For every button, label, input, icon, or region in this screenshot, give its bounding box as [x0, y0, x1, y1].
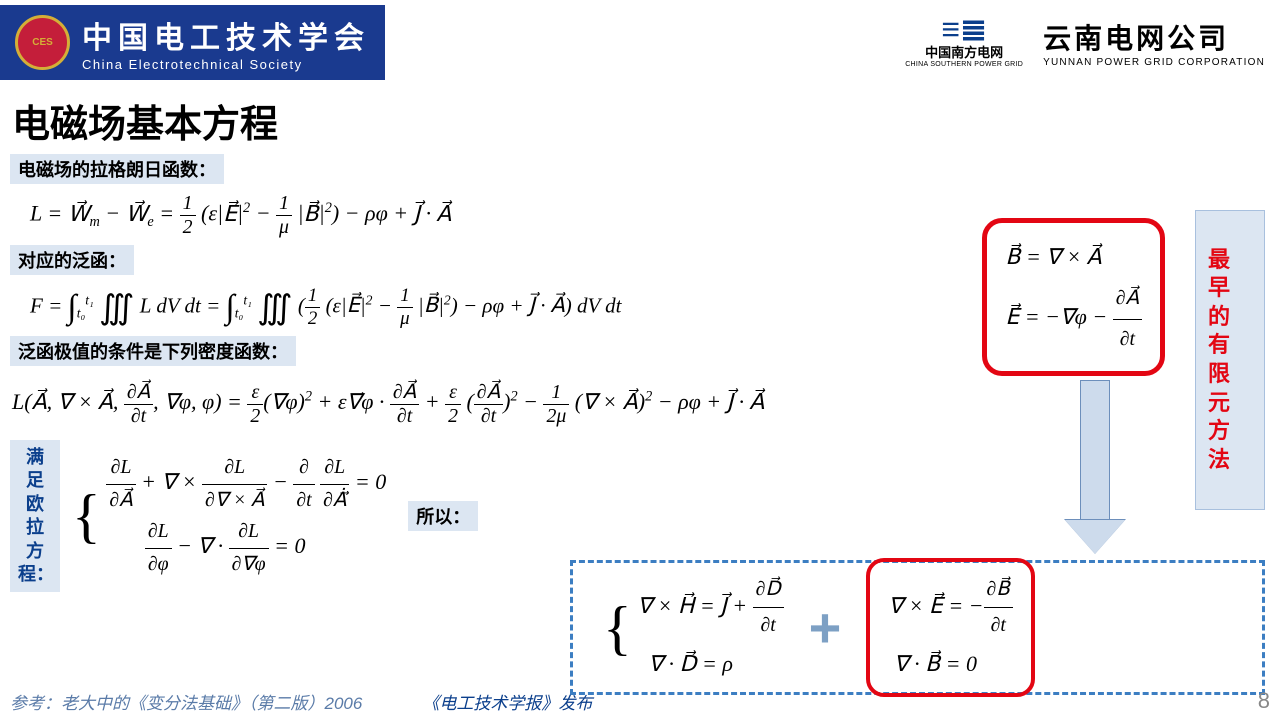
eq-B-potential: B⃗ = ∇ × A⃗	[1005, 235, 1142, 279]
ces-cn: 中国电工技术学会	[82, 13, 370, 57]
eq-E-potential: E⃗ = −∇φ − ∂A⃗∂t	[1005, 279, 1142, 359]
label-euler: 满足欧拉方程：	[10, 440, 60, 592]
label-functional: 对应的泛函：	[10, 245, 134, 275]
page-number: 8	[1258, 688, 1270, 714]
plus-icon: +	[809, 595, 842, 660]
maxwell-homogeneous-box: ∇ × E⃗ = −∂B⃗∂t ∇ · B⃗ = 0	[866, 558, 1035, 698]
label-extremum: 泛函极值的条件是下列密度函数：	[10, 336, 296, 366]
yunnan-logo-block: 云南电网公司 YUNNAN POWER GRID CORPORATION	[1043, 17, 1265, 68]
potentials-box: B⃗ = ∇ × A⃗ E⃗ = −∇φ − ∂A⃗∂t	[982, 218, 1165, 376]
csg-cn: 中国南方电网	[905, 42, 1023, 61]
slide-title: 电磁场基本方程	[12, 93, 1280, 148]
footer-reference: 参考：老大中的《变分法基础》（第二版）2006	[10, 689, 362, 714]
footer-publisher: 《电工技术学报》发布	[422, 689, 592, 714]
slide-header: CES 中国电工技术学会 China Electrotechnical Soci…	[0, 0, 1280, 85]
arrow-down-icon	[1065, 380, 1125, 554]
ces-text: 中国电工技术学会 China Electrotechnical Society	[82, 13, 370, 72]
ces-banner: CES 中国电工技术学会 China Electrotechnical Soci…	[0, 5, 385, 80]
csg-logo-icon: ≡≣	[905, 17, 1023, 43]
csg-logo-block: ≡≣ 中国南方电网 CHINA SOUTHERN POWER GRID	[905, 17, 1023, 69]
yn-cn: 云南电网公司	[1043, 17, 1265, 57]
maxwell-source-eqs: { ∇ × H⃗ = J⃗ + ∂D⃗∂t ∇ · D⃗ = ρ	[603, 572, 784, 684]
slide-footer: 参考：老大中的《变分法基础》（第二版）2006 《电工技术学报》发布 8	[10, 688, 1270, 714]
eq-div-B: ∇ · B⃗ = 0	[888, 644, 1013, 684]
csg-en: CHINA SOUTHERN POWER GRID	[905, 61, 1023, 68]
eq-curl-E: ∇ × E⃗ = −∂B⃗∂t	[888, 572, 1013, 644]
maxwell-box: { ∇ × H⃗ = J⃗ + ∂D⃗∂t ∇ · D⃗ = ρ + ∇ × E…	[570, 560, 1265, 695]
label-therefore: 所以：	[408, 501, 478, 531]
side-note-text: 最早的有限元方法	[1208, 246, 1252, 475]
ces-en: China Electrotechnical Society	[82, 57, 370, 72]
ces-logo-icon: CES	[15, 15, 70, 70]
yn-en: YUNNAN POWER GRID CORPORATION	[1043, 57, 1265, 68]
side-note-panel: 最早的有限元方法	[1195, 210, 1265, 510]
label-lagrangian: 电磁场的拉格朗日函数：	[10, 154, 224, 184]
right-logos: ≡≣ 中国南方电网 CHINA SOUTHERN POWER GRID 云南电网…	[905, 17, 1265, 69]
equation-euler: { ∂L∂A⃗ + ∇ × ∂L∂∇ × A⃗ − ∂∂t ∂L∂Ȧ⃗ = 0 …	[72, 452, 386, 581]
